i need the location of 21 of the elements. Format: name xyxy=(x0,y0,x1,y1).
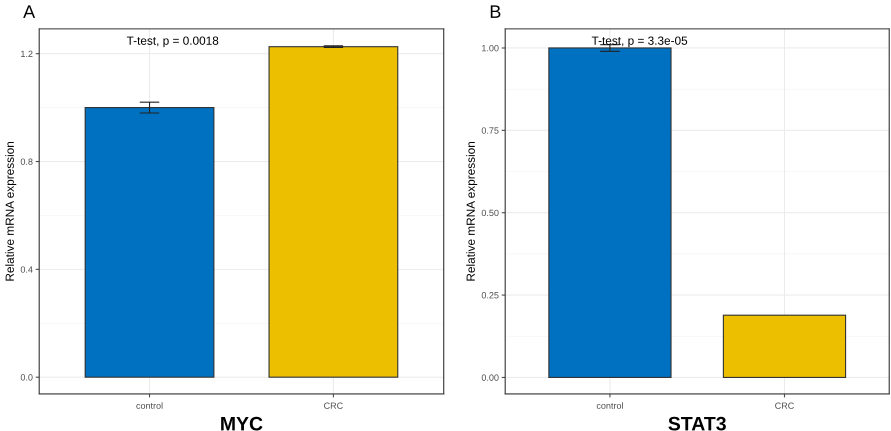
y-axis-title: Relative mRNA expression xyxy=(5,142,16,281)
y-tick-label: 0.4 xyxy=(20,266,33,273)
y-tick-label: 0.8 xyxy=(20,158,33,165)
y-tick-label: 0.25 xyxy=(482,292,499,298)
annotation: T-test, p = 3.3e-05 xyxy=(592,36,688,48)
x-tick-label: control xyxy=(136,402,162,409)
y-tick-label: 0.0 xyxy=(20,374,33,381)
x-tick-label: control xyxy=(596,402,623,409)
x-tick-label: CRC xyxy=(775,402,794,409)
y-axis-title: Relative mRNA expression xyxy=(466,142,478,281)
y-tick-label: 0.50 xyxy=(482,210,499,216)
chart-title: A xyxy=(23,5,36,18)
annotation: T-test, p = 0.0018 xyxy=(126,36,218,48)
y-tick-label: 0.75 xyxy=(482,127,499,134)
y-tick-label: 1.2 xyxy=(21,50,32,57)
x-tick-label: CRC xyxy=(324,402,343,409)
y-tick-label: 1.00 xyxy=(482,44,499,52)
x-axis-title: MYC xyxy=(221,416,263,431)
chart-title: B xyxy=(490,5,500,18)
y-tick-label: 0.00 xyxy=(482,374,499,381)
x-axis-title: STAT3 xyxy=(668,416,726,431)
